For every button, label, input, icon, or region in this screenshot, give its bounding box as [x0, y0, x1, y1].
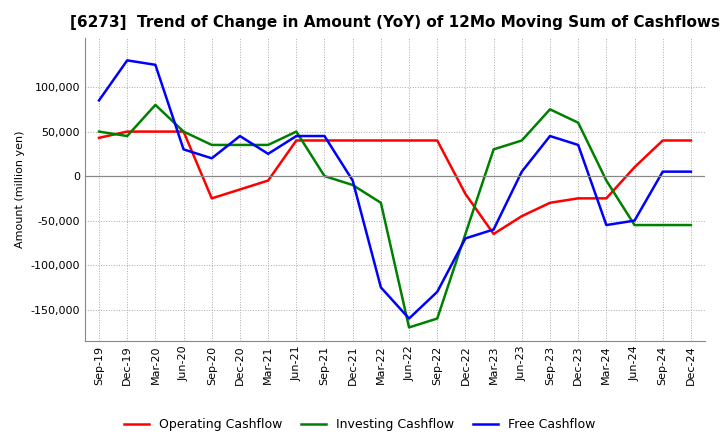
Investing Cashflow [602, 178, 611, 183]
Operating Cashflow [405, 138, 413, 143]
Investing Cashflow [687, 222, 696, 227]
Operating Cashflow [687, 138, 696, 143]
Free Cashflow [151, 62, 160, 67]
Investing Cashflow [658, 222, 667, 227]
Investing Cashflow [518, 138, 526, 143]
Investing Cashflow [377, 200, 385, 205]
Free Cashflow [658, 169, 667, 174]
Free Cashflow [123, 58, 132, 63]
Investing Cashflow [207, 142, 216, 147]
Free Cashflow [546, 133, 554, 139]
Free Cashflow [348, 178, 357, 183]
Free Cashflow [574, 142, 582, 147]
Operating Cashflow [179, 129, 188, 134]
Free Cashflow [602, 222, 611, 227]
Investing Cashflow [405, 325, 413, 330]
Operating Cashflow [518, 213, 526, 219]
Title: [6273]  Trend of Change in Amount (YoY) of 12Mo Moving Sum of Cashflows: [6273] Trend of Change in Amount (YoY) o… [70, 15, 720, 30]
Free Cashflow [235, 133, 244, 139]
Free Cashflow [405, 316, 413, 321]
Free Cashflow [264, 151, 272, 157]
Free Cashflow [490, 227, 498, 232]
Free Cashflow [630, 218, 639, 223]
Investing Cashflow [348, 182, 357, 187]
Operating Cashflow [490, 231, 498, 237]
Investing Cashflow [574, 120, 582, 125]
Operating Cashflow [658, 138, 667, 143]
Operating Cashflow [95, 135, 104, 140]
Free Cashflow [377, 285, 385, 290]
Operating Cashflow [602, 196, 611, 201]
Y-axis label: Amount (million yen): Amount (million yen) [15, 131, 25, 248]
Operating Cashflow [348, 138, 357, 143]
Investing Cashflow [461, 231, 469, 237]
Investing Cashflow [433, 316, 441, 321]
Investing Cashflow [490, 147, 498, 152]
Investing Cashflow [264, 142, 272, 147]
Operating Cashflow [235, 187, 244, 192]
Operating Cashflow [320, 138, 329, 143]
Investing Cashflow [292, 129, 301, 134]
Free Cashflow [461, 236, 469, 241]
Operating Cashflow [630, 165, 639, 170]
Free Cashflow [687, 169, 696, 174]
Operating Cashflow [377, 138, 385, 143]
Operating Cashflow [264, 178, 272, 183]
Free Cashflow [320, 133, 329, 139]
Investing Cashflow [95, 129, 104, 134]
Free Cashflow [179, 147, 188, 152]
Operating Cashflow [151, 129, 160, 134]
Free Cashflow [518, 169, 526, 174]
Free Cashflow [95, 98, 104, 103]
Free Cashflow [292, 133, 301, 139]
Investing Cashflow [546, 106, 554, 112]
Operating Cashflow [292, 138, 301, 143]
Line: Investing Cashflow: Investing Cashflow [99, 105, 691, 327]
Investing Cashflow [123, 133, 132, 139]
Line: Operating Cashflow: Operating Cashflow [99, 132, 691, 234]
Line: Free Cashflow: Free Cashflow [99, 60, 691, 319]
Free Cashflow [433, 289, 441, 294]
Free Cashflow [207, 156, 216, 161]
Legend: Operating Cashflow, Investing Cashflow, Free Cashflow: Operating Cashflow, Investing Cashflow, … [120, 413, 600, 436]
Investing Cashflow [630, 222, 639, 227]
Operating Cashflow [546, 200, 554, 205]
Operating Cashflow [574, 196, 582, 201]
Investing Cashflow [179, 129, 188, 134]
Investing Cashflow [320, 173, 329, 179]
Investing Cashflow [151, 102, 160, 107]
Operating Cashflow [207, 196, 216, 201]
Operating Cashflow [123, 129, 132, 134]
Investing Cashflow [235, 142, 244, 147]
Operating Cashflow [433, 138, 441, 143]
Operating Cashflow [461, 191, 469, 197]
